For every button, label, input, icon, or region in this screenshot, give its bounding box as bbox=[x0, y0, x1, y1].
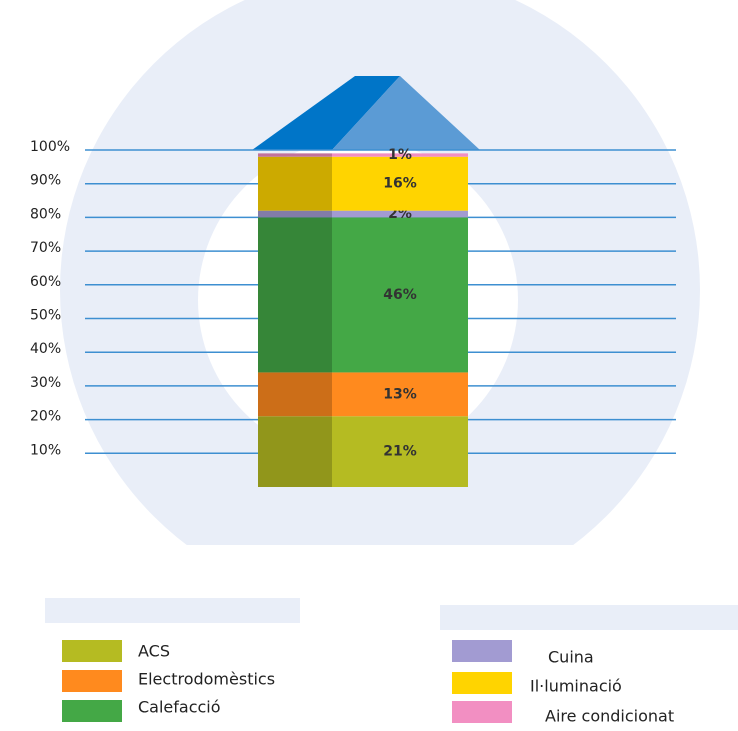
bar-side bbox=[258, 372, 332, 417]
legend-swatch bbox=[62, 670, 122, 692]
legend-swatch bbox=[452, 672, 512, 694]
roof-left bbox=[252, 76, 400, 150]
y-tick-label: 50% bbox=[30, 308, 61, 324]
y-tick-label: 90% bbox=[30, 173, 61, 189]
bar-side bbox=[258, 210, 332, 218]
roof-right bbox=[332, 76, 480, 150]
y-tick-label: 70% bbox=[30, 240, 61, 256]
legend-label: Electrodomèstics bbox=[138, 670, 275, 689]
legend-swatch bbox=[62, 640, 122, 662]
legend-swatch bbox=[452, 640, 512, 662]
legend-label: Il·luminació bbox=[530, 677, 622, 696]
legend-label: Cuina bbox=[548, 648, 594, 667]
value-label: 16% bbox=[383, 176, 417, 192]
bar-segment bbox=[332, 217, 468, 373]
bar-segment bbox=[332, 153, 468, 157]
y-tick-label: 10% bbox=[30, 442, 61, 458]
bar-segment bbox=[332, 156, 468, 211]
bg-cut bbox=[0, 545, 738, 731]
bg-strip bbox=[45, 598, 300, 623]
legend-swatch bbox=[62, 700, 122, 722]
value-label: 13% bbox=[383, 386, 417, 402]
y-tick-label: 40% bbox=[30, 341, 61, 357]
value-label: 46% bbox=[383, 287, 417, 303]
value-label: 21% bbox=[383, 444, 417, 460]
y-tick-label: 30% bbox=[30, 375, 61, 391]
legend-label: Calefacció bbox=[138, 698, 221, 717]
legend-label: Aire condicionat bbox=[545, 707, 674, 726]
y-tick-label: 80% bbox=[30, 206, 61, 222]
legend-label: ACS bbox=[138, 642, 170, 661]
y-tick-label: 100% bbox=[30, 139, 70, 155]
bar-segment bbox=[332, 210, 468, 218]
y-tick-label: 60% bbox=[30, 274, 61, 290]
bar-side bbox=[258, 217, 332, 373]
value-label: 1% bbox=[388, 147, 412, 163]
y-tick-label: 20% bbox=[30, 409, 61, 425]
bar-segment bbox=[332, 372, 468, 417]
bar-side bbox=[258, 153, 332, 157]
legend-swatch bbox=[452, 701, 512, 723]
bar-segment bbox=[332, 416, 468, 487]
bg-strip bbox=[440, 605, 738, 630]
bar-side bbox=[258, 416, 332, 487]
bar-side bbox=[258, 156, 332, 211]
